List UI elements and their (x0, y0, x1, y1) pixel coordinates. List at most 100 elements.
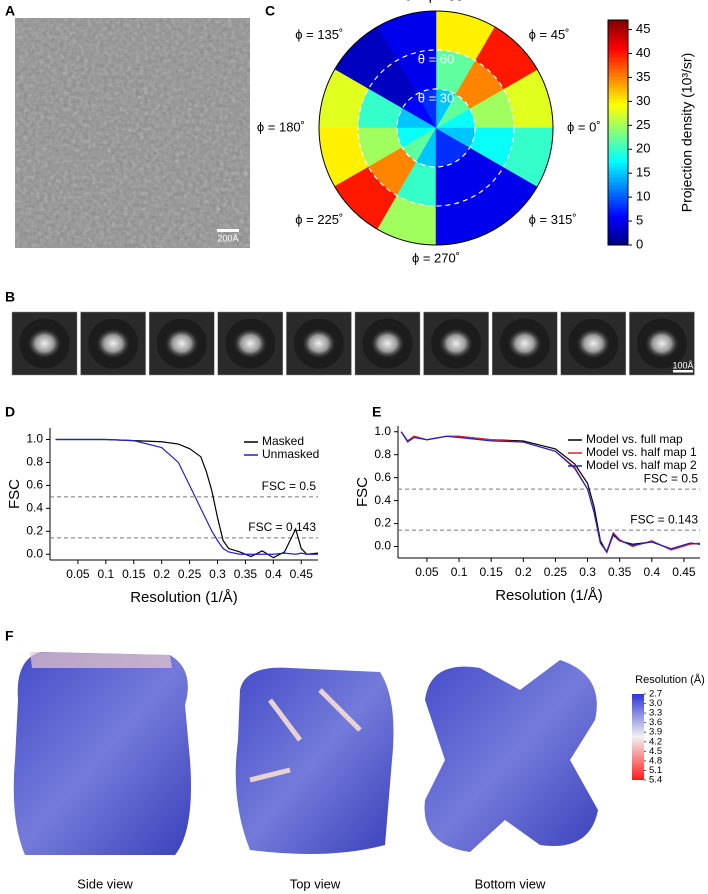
y-tick-label: 0.6 (26, 478, 43, 492)
phi-label: ϕ = 45˚ (529, 27, 570, 42)
x-axis-title: Resolution (1/Å) (130, 589, 238, 606)
x-tick-label: 0.35 (608, 565, 632, 579)
density-maps (13, 652, 598, 855)
colorbar (632, 694, 644, 780)
particle (644, 328, 679, 359)
colorbar-step (608, 91, 628, 96)
colorbar-step (608, 143, 628, 148)
legend-label: Masked (262, 434, 304, 448)
colorbar-step (608, 72, 628, 77)
particle (439, 328, 474, 359)
colorbar-step (608, 61, 628, 66)
colorbar-step (608, 177, 628, 182)
reference-label: FSC = 0.143 (630, 512, 698, 526)
phi-label: θ = ϕ = 90˚ (405, 0, 468, 3)
colorbar-tick-label: 10 (636, 189, 650, 204)
view-caption: Top view (290, 876, 341, 891)
colorbar-tick-label: 30 (636, 93, 650, 108)
panel-letter: C (265, 3, 275, 19)
reference-label: FSC = 0.143 (248, 520, 316, 534)
phi-label: ϕ = 315˚ (529, 212, 577, 227)
colorbar-step (608, 53, 628, 58)
particle (370, 328, 405, 359)
y-tick-label: 0.0 (374, 539, 391, 553)
y-tick-label: 0.2 (26, 523, 43, 537)
legend-label: Model vs. half map 2 (586, 458, 697, 472)
colorbar-step (608, 237, 628, 242)
panel-letter: B (5, 289, 15, 305)
x-tick-label: 0.2 (515, 565, 532, 579)
colorbar-tick-label: 5.1 (649, 765, 662, 776)
x-tick-label: 0.1 (97, 567, 114, 581)
panel-letter: A (5, 3, 15, 19)
y-tick-label: 0.0 (26, 546, 43, 560)
series-line (55, 438, 318, 555)
view-caption: Bottom view (475, 876, 546, 891)
x-tick-label: 0.4 (643, 565, 660, 579)
colorbar-step (608, 196, 628, 201)
colorbar-step (608, 166, 628, 171)
class-averages (11, 311, 695, 376)
colorbar-step (608, 46, 628, 51)
y-axis-title: FSC (354, 477, 371, 507)
colorbar-step (608, 192, 628, 197)
colorbar-step (608, 23, 628, 28)
view-caption: Side view (77, 876, 133, 891)
micrograph (15, 18, 250, 248)
colorbar-tick-label: 5.4 (649, 775, 662, 786)
colorbar-step (608, 27, 628, 32)
y-axis-title: FSC (6, 479, 23, 509)
phi-label: ϕ = 270˚ (412, 250, 460, 265)
x-tick-label: 0.25 (178, 567, 202, 581)
colorbar-step (608, 87, 628, 92)
colorbar-tick-label: 15 (636, 165, 650, 180)
colorbar-step (608, 158, 628, 163)
colorbar-step (608, 38, 628, 43)
colorbar-tick-label: 40 (636, 45, 650, 60)
colorbar-step (608, 50, 628, 55)
colorbar-tick-label: 0 (636, 236, 643, 251)
x-tick-label: 0.1 (451, 565, 468, 579)
reference-label: FSC = 0.5 (644, 471, 699, 485)
x-tick-label: 0.25 (544, 565, 568, 579)
colorbar-tick-label: 5 (636, 213, 643, 228)
particle (576, 328, 611, 359)
colorbar-step (608, 140, 628, 145)
particle (233, 328, 268, 359)
scale-bar-label: 200Å (217, 233, 238, 243)
y-tick-label: 0.4 (374, 493, 391, 507)
phi-label: ϕ = 180˚ (257, 119, 305, 134)
x-tick-label: 0.05 (66, 567, 90, 581)
panel-letter: D (5, 404, 15, 420)
colorbar-step (608, 57, 628, 62)
colorbar-step (608, 83, 628, 88)
colorbar-tick-label: 3.6 (649, 717, 662, 728)
colorbar-tick-label: 3.9 (649, 727, 662, 738)
colorbar-step (608, 215, 628, 220)
colorbar-frame (607, 19, 629, 246)
theta-circle (396, 88, 476, 168)
colorbar-step (608, 170, 628, 175)
colorbar-step (608, 20, 628, 25)
colorbar-step (608, 128, 628, 133)
panel-letter: E (372, 404, 381, 420)
colorbar-step (608, 173, 628, 178)
y-tick-label: 0.6 (374, 470, 391, 484)
x-tick-label: 0.35 (234, 567, 258, 581)
y-tick-label: 1.0 (26, 432, 43, 446)
colorbar-step (608, 162, 628, 167)
colorbar-step (608, 125, 628, 130)
y-tick-label: 0.4 (26, 501, 43, 515)
colorbar-step (608, 132, 628, 137)
colorbar-step (608, 121, 628, 126)
colorbar-label: Resolution (Å) (635, 673, 705, 686)
x-tick-label: 0.15 (479, 565, 503, 579)
scale-bar-label: 100Å (672, 360, 693, 370)
y-tick-label: 0.8 (374, 447, 391, 461)
reference-label: FSC = 0.5 (262, 479, 317, 493)
colorbar-step (608, 31, 628, 36)
x-axis-title: Resolution (1/Å) (495, 587, 603, 604)
x-tick-label: 0.05 (415, 565, 439, 579)
scale-bar (673, 370, 693, 373)
